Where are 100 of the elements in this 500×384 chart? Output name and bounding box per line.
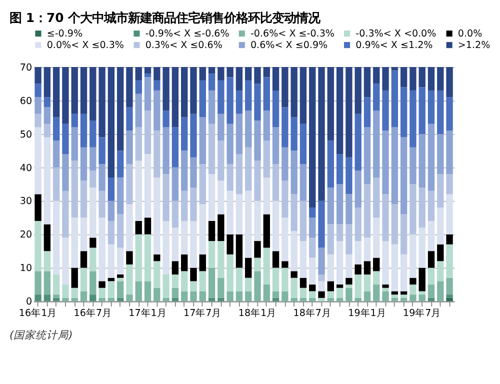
bar: [245, 291, 252, 302]
bar: [80, 291, 88, 302]
bar: [391, 67, 398, 70]
bar: [108, 244, 115, 278]
bar: [135, 160, 142, 221]
bar: [218, 278, 224, 298]
bar: [190, 157, 197, 188]
bar: [336, 67, 344, 154]
legend-label: 0.0%< X ≤0.3%: [46, 40, 124, 51]
bar: [428, 67, 435, 90]
bar: [208, 241, 216, 268]
bar: [327, 254, 334, 282]
bar: [346, 224, 352, 254]
bar: [144, 110, 152, 154]
bar: [236, 194, 243, 234]
bar: [208, 298, 216, 302]
bar: [437, 244, 444, 262]
bar: [300, 241, 307, 278]
bar: [428, 124, 435, 191]
bar: [290, 67, 298, 118]
bar: [172, 167, 179, 201]
bar: [218, 180, 224, 214]
bar: [126, 67, 133, 108]
bar: [282, 107, 288, 148]
bar: [354, 208, 362, 242]
bar: [410, 278, 416, 285]
bar: [437, 208, 444, 244]
bar: [181, 190, 188, 221]
bar: [154, 67, 160, 80]
bar: [44, 97, 51, 108]
bar: [245, 110, 252, 148]
bar: [172, 274, 179, 288]
bar: [254, 271, 261, 302]
bar: [116, 274, 124, 278]
bar: [263, 284, 270, 302]
bar: [52, 67, 60, 118]
bar: [44, 251, 51, 272]
bar: [162, 127, 170, 174]
bar: [218, 214, 224, 242]
bar: [98, 218, 106, 282]
bar: [382, 291, 389, 302]
bar: [226, 234, 234, 254]
bar: [290, 278, 298, 298]
bar: [418, 87, 426, 134]
bar: [346, 157, 352, 194]
bar: [90, 294, 96, 302]
bar: [116, 298, 124, 302]
bar: [446, 130, 453, 174]
bar: [226, 254, 234, 292]
bar: [218, 140, 224, 181]
bar: [44, 137, 51, 224]
bar: [346, 254, 352, 278]
bar: [62, 298, 69, 302]
bar: [300, 278, 307, 288]
bar: [181, 67, 188, 118]
bar: [126, 264, 133, 295]
bar: [290, 271, 298, 278]
bar: [245, 258, 252, 278]
bar: [245, 147, 252, 191]
bar: [354, 264, 362, 274]
bar: [336, 298, 344, 302]
bar: [272, 90, 280, 128]
x-tick-label: 16年1月: [18, 307, 58, 320]
bar: [245, 278, 252, 292]
bar: [282, 218, 288, 262]
bar: [80, 268, 88, 292]
bar: [391, 70, 398, 128]
bar: [34, 127, 42, 194]
legend-label: -0.6%< X ≤-0.3%: [250, 28, 334, 40]
bar: [98, 67, 106, 138]
bar: [208, 124, 216, 174]
bar: [290, 194, 298, 231]
bar: [410, 284, 416, 295]
bar: [226, 124, 234, 164]
bar: [391, 294, 398, 298]
bar: [418, 268, 426, 292]
bar: [382, 194, 389, 242]
bar: [410, 147, 416, 184]
bar: [254, 258, 261, 272]
bar: [154, 90, 160, 131]
bar: [437, 90, 444, 134]
bar: [126, 204, 133, 252]
bar: [309, 218, 316, 238]
bar: [236, 154, 243, 194]
bar: [116, 281, 124, 298]
bar: [309, 208, 316, 218]
bar: [44, 224, 51, 252]
bar: [190, 187, 197, 221]
bar: [400, 214, 408, 254]
bar: [126, 251, 133, 264]
bar: [410, 90, 416, 148]
bar: [346, 288, 352, 302]
bar: [144, 281, 152, 302]
bar: [400, 291, 408, 295]
bar: [254, 200, 261, 242]
bar: [373, 110, 380, 178]
legend-label: 0.6%< X ≤0.9%: [250, 40, 328, 51]
bar: [116, 177, 124, 214]
bar: [208, 220, 216, 242]
bar: [162, 220, 170, 274]
